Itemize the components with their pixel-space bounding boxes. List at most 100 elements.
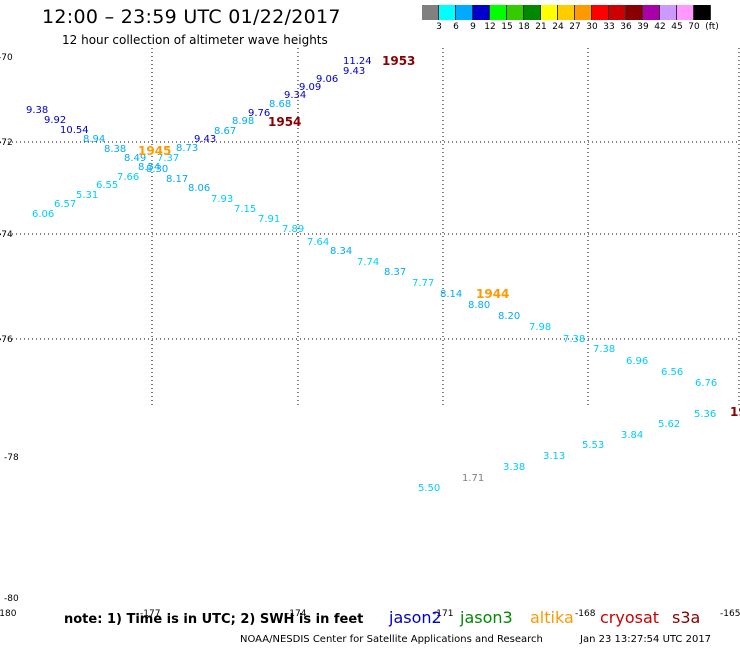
color-scale-label: 24 — [552, 22, 564, 32]
wave-height-value: 6.96 — [626, 356, 648, 367]
wave-height-value: 11.24 — [343, 56, 372, 67]
latitude-label: -70 — [0, 53, 13, 63]
color-swatch — [694, 5, 711, 20]
color-scale-label: 30 — [586, 22, 598, 32]
color-scale-label: 21 — [535, 22, 547, 32]
wave-height-value: 7.66 — [117, 172, 139, 183]
color-swatch — [575, 5, 592, 20]
wave-height-value: 9.34 — [284, 90, 306, 101]
wave-height-value: 7.91 — [258, 214, 280, 225]
chart-subtitle: 12 hour collection of altimeter wave hei… — [62, 33, 328, 47]
color-swatch — [422, 5, 439, 20]
wave-height-value: 6.55 — [96, 180, 118, 191]
axis-labels: -70 -72 -74 -76 -78 -80 -180 -177 -174 -171 -168 -1… — [0, 53, 740, 619]
color-swatch — [643, 5, 660, 20]
wave-height-value: 5.31 — [76, 190, 98, 201]
wave-height-value: 8.30 — [146, 164, 168, 175]
wave-height-value: 8.98 — [232, 116, 254, 127]
wave-height-value: 9.76 — [248, 108, 270, 119]
wave-height-value: 8.80 — [468, 300, 490, 311]
color-swatch — [660, 5, 677, 20]
wave-height-value: 9.38 — [26, 105, 48, 116]
color-swatch — [677, 5, 694, 20]
color-scale-label: 15 — [501, 22, 513, 32]
color-swatch — [626, 5, 643, 20]
color-swatch — [456, 5, 473, 20]
wave-height-value: 7.38 — [593, 344, 615, 355]
color-swatch — [507, 5, 524, 20]
wave-height-value: 8.68 — [269, 99, 291, 110]
color-swatch — [524, 5, 541, 20]
color-scale-label: 27 — [569, 22, 581, 32]
wave-height-value: 9.09 — [299, 82, 321, 93]
color-scale-label: 9 — [470, 22, 476, 32]
wave-height-value: 9.92 — [44, 115, 66, 126]
latitude-label: -74 — [0, 230, 13, 240]
wave-height-value: 8.49 — [124, 153, 146, 164]
wave-height-value: 3.38 — [503, 462, 525, 473]
wave-height-value: 8.34 — [330, 246, 352, 257]
wave-height-value: 6.56 — [661, 367, 683, 378]
wave-height-value: 9.43 — [343, 66, 365, 77]
pass-time-label: 19 — [730, 405, 740, 419]
color-scale-label: 33 — [603, 22, 615, 32]
mission-label-cryosat: cryosat — [600, 608, 660, 627]
longitude-label: -168 — [575, 609, 596, 619]
color-swatch — [558, 5, 575, 20]
wave-height-value: 9.06 — [316, 74, 338, 85]
wave-height-value: 7.93 — [211, 194, 233, 205]
wave-height-value: 7.64 — [307, 237, 329, 248]
wave-height-value: 8.37 — [384, 267, 406, 278]
color-scale-label: 42 — [654, 22, 666, 32]
credit-text: NOAA/NESDIS Center for Satellite Applica… — [240, 634, 543, 645]
wave-height-value: 8.94 — [83, 134, 105, 145]
color-scale-label: 70 — [688, 22, 700, 32]
longitude-label: -180 — [0, 609, 17, 619]
generated-timestamp: Jan 23 13:27:54 UTC 2017 — [580, 634, 712, 645]
color-scale-label: 36 — [620, 22, 632, 32]
mission-label-s3a: s3a — [672, 608, 701, 627]
color-scale-label: 18 — [518, 22, 530, 32]
units-note: note: 1) Time is in UTC; 2) SWH is in fe… — [64, 612, 364, 627]
pass-time-label: 1953 — [382, 54, 415, 68]
wave-height-value: 5.53 — [582, 440, 604, 451]
color-swatch — [490, 5, 507, 20]
grid-lines — [0, 48, 740, 405]
color-scale-label: 6 — [453, 22, 459, 32]
latitude-label: -72 — [0, 138, 13, 148]
longitude-label: -177 — [140, 609, 160, 619]
longitude-label: -165 — [720, 609, 740, 619]
chart-title: 12:00 – 23:59 UTC 01/22/2017 — [42, 6, 341, 28]
wave-height-value: 7.37 — [157, 153, 179, 164]
wave-height-labels: 11.249.439.069.099.348.689.768.988.679.4… — [26, 56, 717, 494]
wave-height-value: 7.38 — [563, 334, 585, 345]
color-swatch — [439, 5, 456, 20]
color-scale-label: 12 — [484, 22, 496, 32]
latitude-label: -80 — [4, 594, 19, 604]
wave-height-value: 7.15 — [234, 204, 256, 215]
wave-height-value: 9.43 — [194, 134, 216, 145]
latitude-label: -76 — [0, 335, 13, 345]
wave-height-value: 8.73 — [176, 143, 198, 154]
wave-height-value: 7.98 — [529, 322, 551, 333]
mission-label-jason2: jason2 — [389, 608, 442, 627]
color-scale-label: 3 — [436, 22, 442, 32]
mission-label-altika: altika — [530, 608, 574, 627]
pass-time-label: 1945 — [138, 144, 171, 158]
wave-height-value: 8.17 — [166, 174, 188, 185]
wave-height-value: 5.62 — [658, 419, 680, 430]
color-swatch — [609, 5, 626, 20]
color-swatch — [541, 5, 558, 20]
wave-height-value: 8.67 — [214, 126, 236, 137]
wave-height-value: 6.76 — [695, 378, 717, 389]
wave-height-value: 7.89 — [282, 224, 304, 235]
wave-height-value: 10.54 — [60, 125, 89, 136]
wave-height-value: 8.38 — [104, 144, 126, 155]
wave-height-value: 5.50 — [418, 483, 440, 494]
wave-height-value: 7.74 — [357, 257, 379, 268]
wave-height-value: 7.77 — [412, 278, 434, 289]
wave-height-value: 8.54 — [138, 162, 160, 173]
wave-height-value: 8.06 — [188, 183, 210, 194]
color-swatch — [592, 5, 609, 20]
